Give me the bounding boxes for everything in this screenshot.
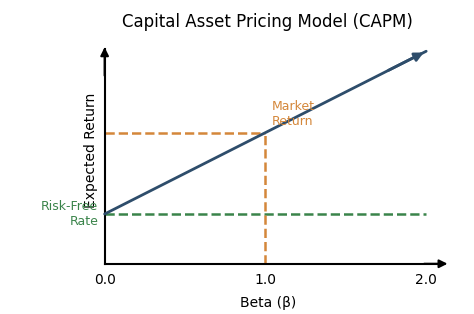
Title: Capital Asset Pricing Model (CAPM): Capital Asset Pricing Model (CAPM) <box>122 13 413 30</box>
Text: Risk-Free
Rate: Risk-Free Rate <box>41 200 98 228</box>
X-axis label: Beta (β): Beta (β) <box>240 296 296 310</box>
Y-axis label: Expected Return: Expected Return <box>84 93 98 208</box>
Text: Market
Return: Market Return <box>272 100 315 128</box>
